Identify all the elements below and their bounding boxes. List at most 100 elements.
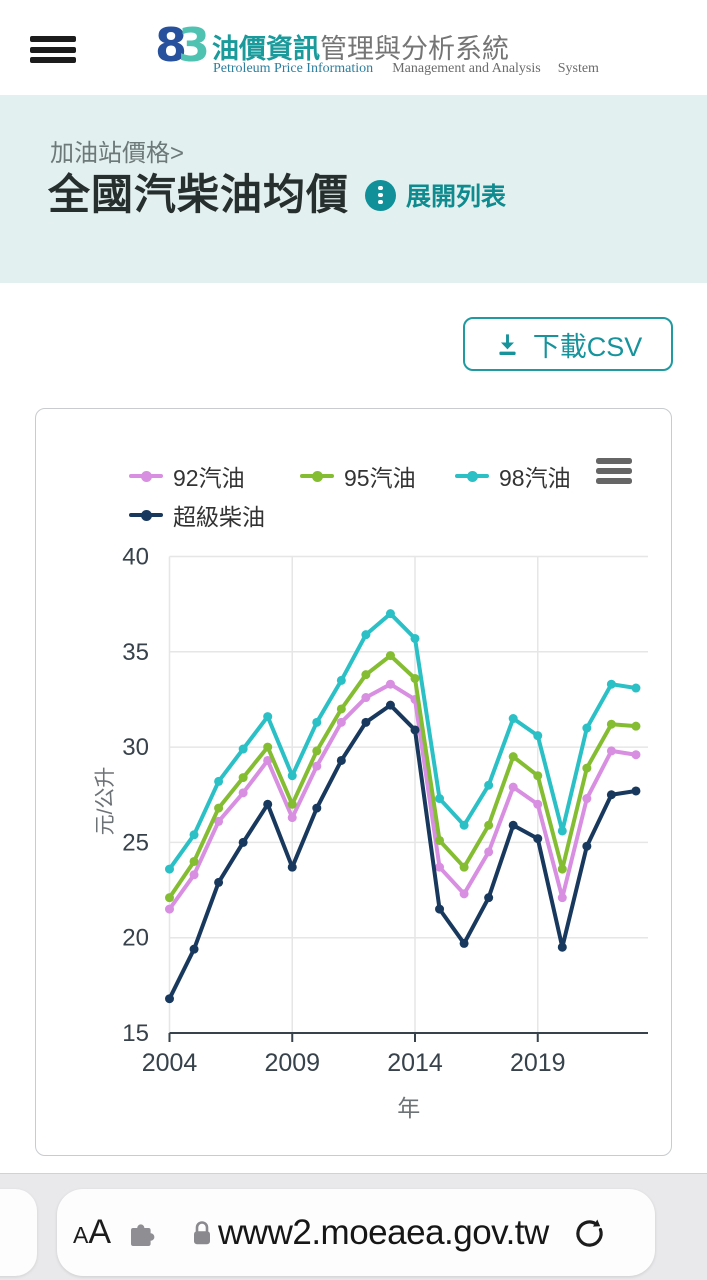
series-point-3[interactable] <box>459 938 469 948</box>
series-point-3[interactable] <box>606 790 616 800</box>
series-point-1[interactable] <box>459 862 469 872</box>
series-line-2[interactable] <box>167 611 638 872</box>
legend-item-95[interactable]: 95汽油 <box>300 459 416 493</box>
series-point-3[interactable] <box>287 862 297 872</box>
series-point-2[interactable] <box>312 717 322 727</box>
series-point-3[interactable] <box>435 904 445 914</box>
series-point-2[interactable] <box>435 794 445 804</box>
series-line-3[interactable] <box>167 703 638 1001</box>
series-point-1[interactable] <box>336 704 346 714</box>
series-point-3[interactable] <box>214 877 224 887</box>
series-point-2[interactable] <box>189 830 199 840</box>
series-point-0[interactable] <box>631 750 641 760</box>
series-point-1[interactable] <box>631 721 641 731</box>
series-point-2[interactable] <box>361 630 371 640</box>
chart-context-menu-icon[interactable] <box>596 458 632 488</box>
series-point-1[interactable] <box>214 803 224 813</box>
series-point-1[interactable] <box>361 670 371 680</box>
legend-item-92[interactable]: 92汽油 <box>129 459 245 493</box>
series-point-0[interactable] <box>533 799 543 809</box>
series-point-3[interactable] <box>582 841 592 851</box>
series-point-0[interactable] <box>263 755 273 765</box>
series-point-3[interactable] <box>165 994 174 1004</box>
series-point-1[interactable] <box>582 763 592 773</box>
series-point-3[interactable] <box>508 820 518 830</box>
series-point-0[interactable] <box>238 788 248 798</box>
series-point-1[interactable] <box>606 719 616 729</box>
reload-icon[interactable] <box>571 1214 608 1251</box>
series-point-2[interactable] <box>582 723 592 733</box>
series-point-0[interactable] <box>508 782 518 792</box>
series-point-2[interactable] <box>410 633 420 643</box>
breadcrumb[interactable]: 加油站價格> <box>50 140 185 167</box>
series-point-1[interactable] <box>263 742 273 752</box>
url-text[interactable]: www2.moeaea.gov.tw <box>218 1212 549 1252</box>
series-point-1[interactable] <box>165 893 174 903</box>
series-point-2[interactable] <box>631 683 641 693</box>
series-point-3[interactable] <box>533 834 543 844</box>
series-point-1[interactable] <box>287 799 297 809</box>
series-point-0[interactable] <box>336 717 346 727</box>
series-point-2[interactable] <box>459 820 469 830</box>
series-point-3[interactable] <box>410 725 420 735</box>
series-point-0[interactable] <box>287 813 297 823</box>
series-point-0[interactable] <box>165 904 174 914</box>
series-point-0[interactable] <box>385 679 395 689</box>
series-point-3[interactable] <box>238 837 248 847</box>
hamburger-menu-icon[interactable] <box>30 36 76 68</box>
series-point-3[interactable] <box>189 944 199 954</box>
series-line-0[interactable] <box>167 682 638 912</box>
series-point-0[interactable] <box>557 893 567 903</box>
series-point-2[interactable] <box>508 714 518 724</box>
adjacent-tab-pill[interactable] <box>0 1189 37 1276</box>
series-point-2[interactable] <box>287 771 297 781</box>
series-point-3[interactable] <box>631 786 641 796</box>
series-point-0[interactable] <box>459 889 469 899</box>
series-point-0[interactable] <box>582 794 592 804</box>
ellipsis-circle-icon[interactable] <box>365 179 397 211</box>
series-point-2[interactable] <box>238 744 248 754</box>
series-point-1[interactable] <box>189 856 199 866</box>
series-point-1[interactable] <box>508 752 518 762</box>
series-line-1[interactable] <box>167 653 638 900</box>
extensions-puzzle-icon[interactable] <box>127 1218 158 1248</box>
series-point-2[interactable] <box>606 679 616 689</box>
series-point-0[interactable] <box>189 870 199 880</box>
series-point-1[interactable] <box>435 835 445 845</box>
expand-list-link[interactable]: 展開列表 <box>406 183 507 211</box>
series-point-2[interactable] <box>214 776 224 786</box>
series-point-2[interactable] <box>533 731 543 741</box>
series-point-0[interactable] <box>214 816 224 826</box>
series-point-0[interactable] <box>361 693 371 703</box>
series-point-2[interactable] <box>484 780 494 790</box>
legend-item-diesel[interactable]: 超級柴油 <box>129 498 265 532</box>
series-point-1[interactable] <box>484 820 494 830</box>
series-point-3[interactable] <box>263 799 273 809</box>
series-point-3[interactable] <box>336 755 346 765</box>
series-point-2[interactable] <box>557 826 567 836</box>
series-point-1[interactable] <box>238 773 248 783</box>
series-point-3[interactable] <box>484 893 494 903</box>
series-point-1[interactable] <box>385 651 395 661</box>
series-point-3[interactable] <box>312 803 322 813</box>
series-point-1[interactable] <box>312 746 322 756</box>
series-point-3[interactable] <box>361 717 371 727</box>
series-point-2[interactable] <box>336 675 346 685</box>
series-point-2[interactable] <box>165 864 174 874</box>
legend-item-98[interactable]: 98汽油 <box>455 459 571 493</box>
series-point-1[interactable] <box>533 771 543 781</box>
series-point-1[interactable] <box>410 673 420 683</box>
series-point-3[interactable] <box>385 700 395 710</box>
series-point-3[interactable] <box>557 942 567 952</box>
series-point-0[interactable] <box>312 761 322 771</box>
series-point-1[interactable] <box>557 864 567 874</box>
series-point-2[interactable] <box>263 712 273 722</box>
series-point-0[interactable] <box>435 862 445 872</box>
site-logo[interactable]: 83 <box>155 22 210 68</box>
download-csv-button[interactable]: 下載CSV <box>463 317 673 371</box>
series-point-0[interactable] <box>484 847 494 857</box>
series-point-2[interactable] <box>385 609 395 619</box>
series-point-0[interactable] <box>606 746 616 756</box>
